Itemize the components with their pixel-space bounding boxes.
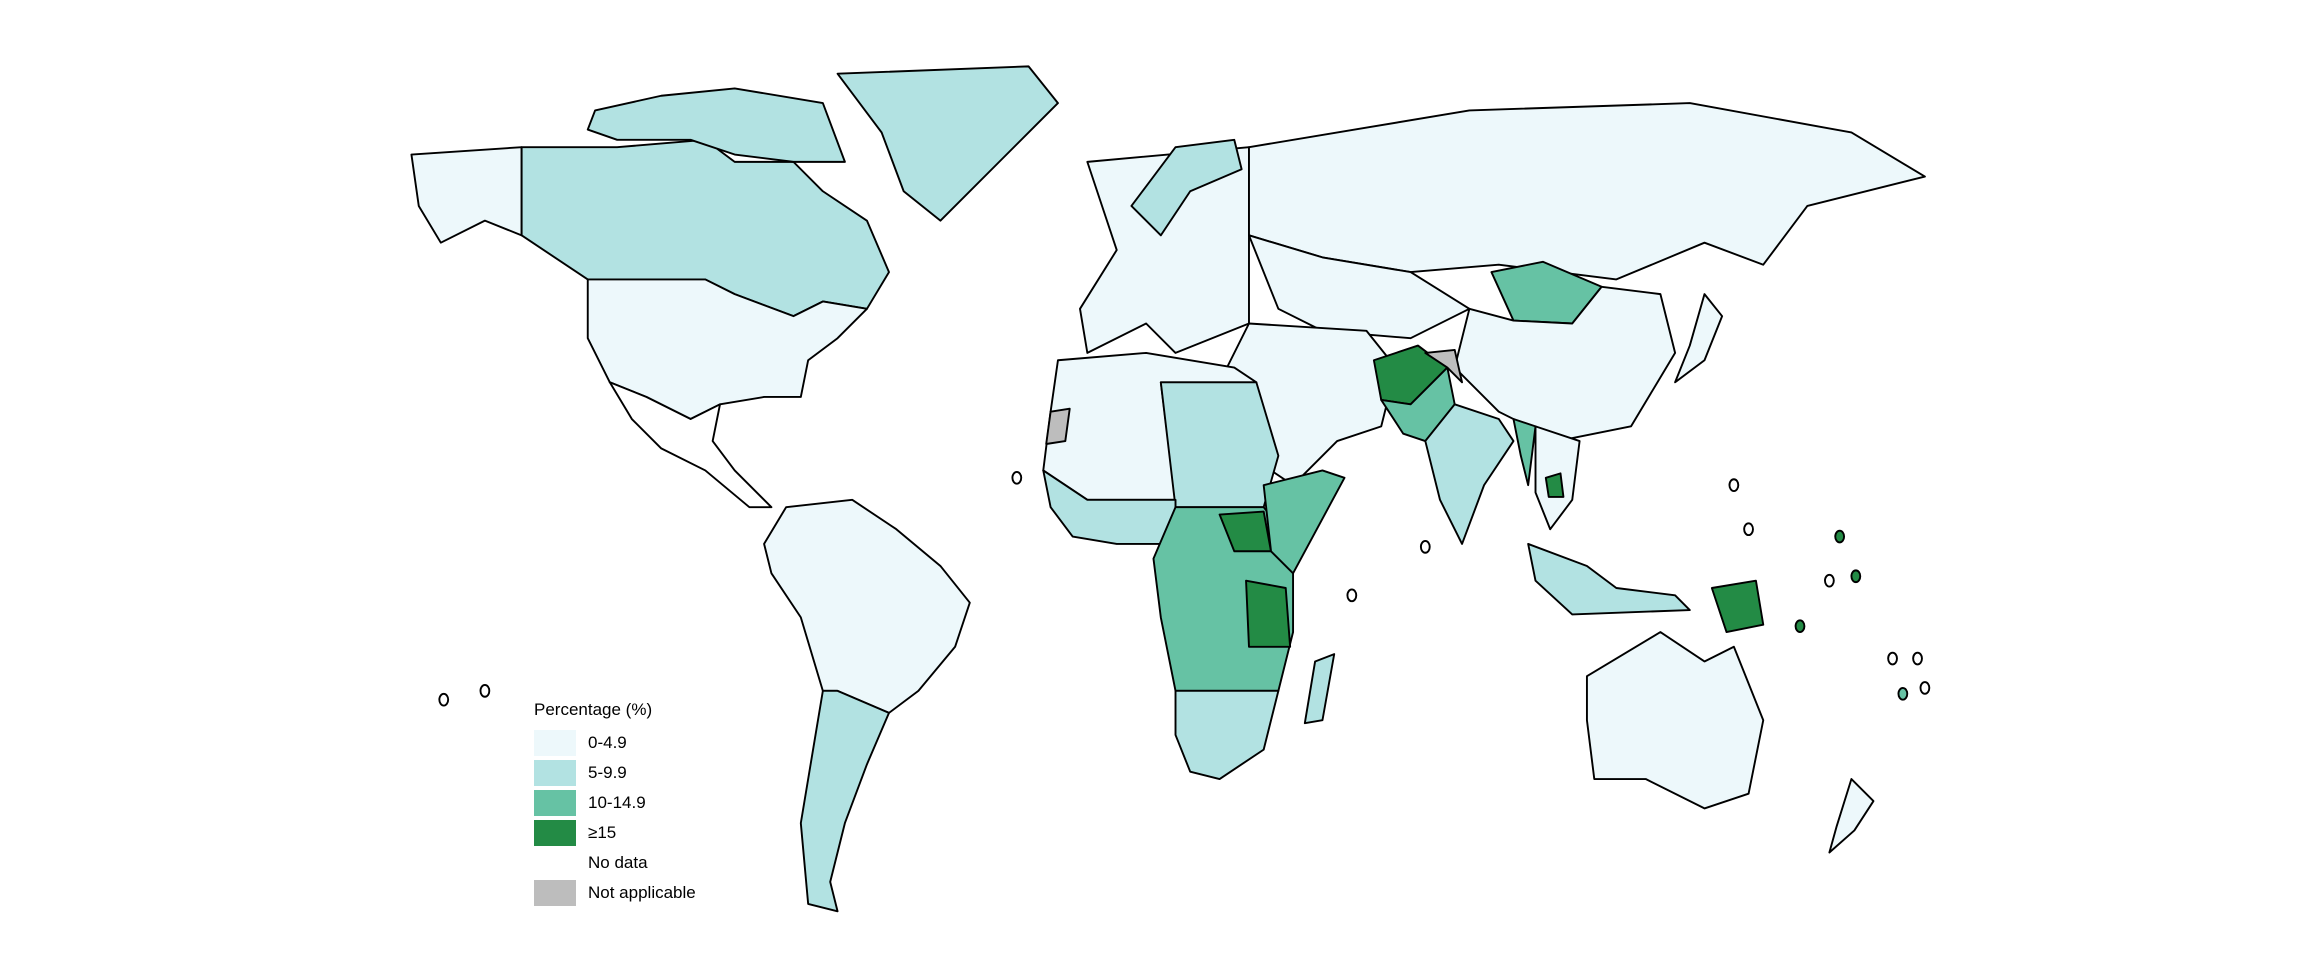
legend-item-not-applicable: Not applicable (534, 878, 696, 908)
legend: Percentage (%) 0-4.9 5-9.9 10-14.9 ≥15 N… (534, 700, 696, 908)
legend-swatch (534, 880, 576, 906)
region-india (1424, 403, 1515, 545)
legend-item-no-data: No data (534, 848, 696, 878)
region-west-africa (1042, 469, 1177, 545)
region-arctic-islands (586, 87, 846, 163)
island-marker (1419, 540, 1431, 554)
region-new-zealand (1828, 778, 1875, 854)
region-argentina-chile (799, 689, 890, 913)
region-australia (1585, 631, 1765, 810)
island-marker (1887, 651, 1898, 666)
legend-item-0-4.9: 0-4.9 (534, 728, 696, 758)
region-horn-of-africa (1262, 469, 1346, 575)
island-marker (1728, 478, 1740, 492)
legend-swatch (534, 760, 576, 786)
island-marker (1794, 619, 1806, 634)
legend-swatch (534, 820, 576, 846)
island-marker (438, 692, 450, 707)
region-myanmar (1512, 418, 1537, 487)
region-sudan-egypt (1159, 381, 1280, 509)
legend-swatch (534, 850, 576, 876)
region-japan (1674, 293, 1724, 384)
legend-label: 5-9.9 (588, 763, 627, 782)
region-mexico (608, 381, 773, 509)
region-papua-new-guinea (1710, 579, 1765, 634)
region-greenland (836, 65, 1059, 222)
legend-swatch (534, 790, 576, 816)
region-indonesia (1527, 542, 1691, 616)
island-marker (1346, 588, 1358, 603)
island-marker (1912, 651, 1923, 666)
region-alaska-usa- (410, 146, 523, 244)
island-marker (1824, 573, 1835, 588)
legend-item-15-plus: ≥15 (534, 818, 696, 848)
region-southern-africa (1174, 689, 1280, 780)
island-marker (1743, 522, 1754, 537)
island-marker (1834, 529, 1846, 544)
region-kazakhstan (1248, 234, 1471, 340)
legend-label: No data (588, 853, 648, 872)
region-russia (1248, 102, 1926, 281)
island-marker (1897, 686, 1909, 701)
region-cambodia (1544, 472, 1565, 498)
legend-item-5-9.9: 5-9.9 (534, 758, 696, 788)
region-china (1453, 285, 1677, 443)
region-kashmir (1424, 349, 1463, 384)
region-south-america-north (763, 498, 971, 714)
region-scandinavia (1130, 138, 1243, 237)
legend-item-10-14.9: 10-14.9 (534, 788, 696, 818)
island-marker (1919, 681, 1931, 695)
legend-label: 0-4.9 (588, 733, 627, 752)
island-marker (1011, 470, 1023, 485)
region-western-sahara (1045, 407, 1071, 445)
legend-label: Not applicable (588, 883, 696, 902)
island-marker (1850, 569, 1862, 584)
legend-swatch (534, 730, 576, 756)
legend-title: Percentage (%) (534, 700, 653, 719)
island-marker (479, 684, 491, 698)
region-madagascar (1303, 653, 1336, 725)
legend-label: ≥15 (588, 823, 617, 842)
region-tanzania (1245, 579, 1292, 648)
legend-label: 10-14.9 (588, 793, 646, 812)
